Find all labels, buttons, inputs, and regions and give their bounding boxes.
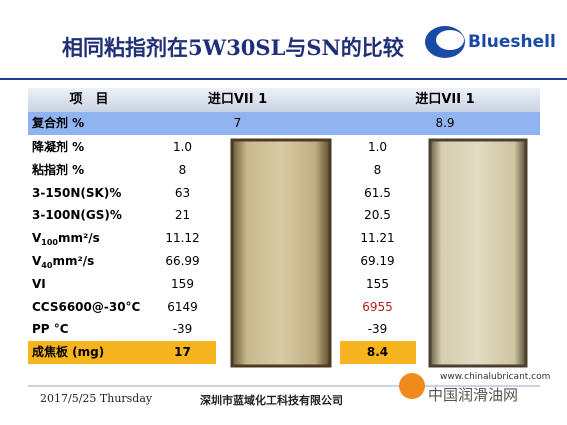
row-label: 复合剂 %: [32, 116, 85, 130]
column-header: 进口VII 1: [207, 92, 268, 107]
cell-value: 61.5: [364, 185, 391, 200]
label-base: V: [32, 231, 42, 246]
photo: [428, 138, 528, 368]
watermark-logo: [399, 373, 425, 399]
row-highlight: [340, 341, 416, 364]
cell-value: 8.9: [435, 116, 455, 130]
cell-value: -39: [172, 322, 193, 337]
row-label: 降凝剂 %: [32, 140, 85, 154]
cell-value: 7: [233, 116, 242, 130]
label-unit: mm²/s: [52, 254, 95, 268]
photo: [230, 138, 332, 368]
row-label: 3-150N(SK)%: [32, 185, 122, 200]
cell-value: 1.0: [367, 140, 388, 154]
row-label: 3-100N(GS)%: [32, 208, 122, 223]
logo-mark: [436, 30, 464, 50]
row-label: VI: [32, 276, 46, 291]
rule: [0, 78, 567, 80]
label-unit: mm²/s: [58, 231, 100, 246]
cell-value: 159: [171, 276, 194, 291]
row-label: PP °C: [32, 322, 69, 337]
cell-value: 11.21: [360, 231, 395, 246]
row-label: CCS6600@-30°C: [32, 299, 141, 314]
row-label: V40mm²/s: [28, 250, 150, 272]
cell-value: 17: [174, 345, 191, 360]
column-header: 项 目: [69, 92, 109, 107]
cell-value: 21: [174, 208, 191, 223]
label-base: V: [32, 254, 42, 268]
footer-date: 2017/5/25 Thursday: [40, 392, 153, 405]
cell-value: 69.19: [360, 254, 395, 268]
cell-value: 1.0: [172, 140, 193, 154]
row-label: 粘指剂 %: [32, 162, 85, 177]
cell-value: 6955: [362, 299, 393, 314]
label-sub: 40: [41, 261, 53, 270]
column-header: 进口VII 1: [415, 92, 475, 107]
cell-value: 8.4: [366, 345, 389, 360]
logo-text: Blueshell: [468, 32, 556, 52]
label-sub: 100: [41, 238, 58, 248]
cell-value: 8: [178, 162, 187, 177]
row-highlight: [28, 112, 540, 135]
header-bg: [28, 88, 540, 112]
cell-value: 63: [174, 185, 191, 200]
cell-value: 66.99: [165, 254, 200, 268]
footer-company: 深圳市蓝域化工科技有限公司: [200, 394, 343, 407]
watermark-name: 中国润滑油网: [428, 386, 519, 404]
cell-value: -39: [367, 322, 388, 337]
cell-value: 155: [366, 276, 389, 291]
row-highlight: [28, 341, 216, 364]
cell-value: 11.12: [165, 231, 200, 246]
title: 相同粘指剂在5W30SL与SN的比较: [62, 35, 404, 60]
cell-value: 6149: [167, 299, 198, 314]
cell-value: 8: [373, 162, 382, 177]
cell-value: 20.5: [364, 208, 391, 223]
row-label: 成焦板 (mg): [32, 345, 105, 360]
row-label: V100mm²/s: [28, 227, 150, 249]
watermark-url: www.chinalubricant.com: [440, 372, 551, 382]
